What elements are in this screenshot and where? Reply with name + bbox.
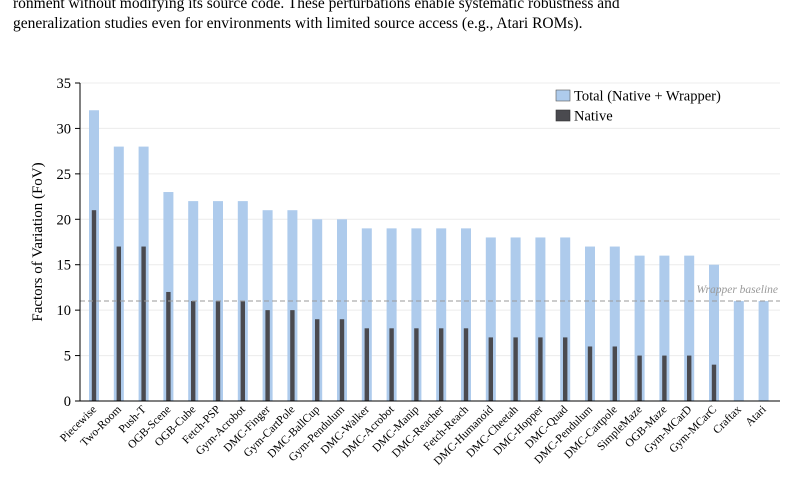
y-tick-label: 25: [57, 167, 72, 183]
bar-total: [609, 246, 620, 401]
bar-total: [287, 210, 298, 401]
bar-total: [585, 246, 595, 401]
y-tick-label: 5: [64, 349, 71, 365]
x-tick-labels: PiecewiseTwo-RoomPush-TOGB-SceneOGB-Cube…: [58, 403, 769, 468]
y-tick-labels: 0 5 10 15 20 25 30 35: [57, 76, 80, 410]
total-bars: [89, 110, 769, 401]
bar-total: [485, 237, 496, 401]
bar-native: [637, 355, 642, 401]
bar-native: [265, 310, 270, 401]
caption-line-1: ronment without modifying its source cod…: [13, 0, 620, 12]
x-tick-label: Atari: [744, 404, 769, 429]
bar-total: [709, 264, 719, 401]
bar-total: [386, 228, 397, 401]
legend-label-total: Total (Native + Wrapper): [574, 89, 721, 105]
bar-native: [414, 328, 419, 401]
bar-native: [91, 210, 97, 401]
y-tick-label: 35: [57, 76, 72, 92]
bar-total: [262, 210, 273, 401]
legend-swatch-total: [555, 89, 571, 102]
bar-native: [290, 310, 295, 401]
bar-native: [315, 319, 320, 401]
bar-native: [439, 328, 444, 401]
bar-total: [733, 301, 744, 401]
bar-native: [488, 337, 493, 401]
bar-total: [312, 219, 323, 401]
bar-total: [659, 255, 670, 401]
gridlines: [80, 82, 780, 357]
legend-label-native: Native: [574, 109, 613, 125]
bar-native: [513, 337, 518, 401]
bar-native: [538, 337, 543, 401]
y-tick-label: 30: [57, 121, 72, 137]
bar-total: [510, 237, 521, 401]
bar-native: [191, 301, 196, 401]
bar-native: [563, 337, 568, 401]
bar-total: [535, 237, 546, 401]
baseline: Wrapper baseline: [80, 284, 780, 302]
bar-total: [411, 228, 422, 401]
legend-swatch-native: [555, 109, 571, 122]
bar-native: [339, 319, 345, 401]
caption: ronment without modifying its source cod…: [13, 0, 793, 34]
bar-native: [463, 328, 469, 401]
bar-native: [662, 355, 667, 401]
x-tick-label: Craftax: [711, 403, 744, 436]
bar-total: [758, 301, 769, 401]
bar-total: [361, 228, 372, 401]
bar-native: [587, 346, 593, 401]
y-tick-label: 10: [57, 303, 72, 319]
bar-native: [215, 301, 221, 401]
bar-native: [141, 246, 146, 401]
bar-total: [684, 255, 695, 401]
bar-native: [389, 328, 394, 401]
bar-native: [612, 346, 617, 401]
caption-line-2: generalization studies even for environm…: [13, 15, 583, 32]
bar-total: [461, 228, 471, 401]
bar-native: [240, 301, 245, 401]
bar-total: [560, 237, 571, 401]
axes: [79, 83, 780, 402]
bar-total: [337, 219, 347, 401]
y-tick-label: 20: [57, 212, 72, 228]
y-axis-label: Factors of Variation (FoV): [30, 162, 46, 321]
bar-native: [116, 246, 121, 401]
baseline-label: Wrapper baseline: [697, 284, 778, 296]
legend: Total (Native + Wrapper) Native: [555, 89, 721, 125]
bar-native: [166, 291, 171, 401]
bar-total: [436, 228, 447, 401]
native-bars: [91, 210, 717, 401]
bar-native: [711, 364, 717, 401]
bar-total: [634, 255, 645, 401]
y-tick-label: 15: [57, 258, 72, 274]
bar-native: [364, 328, 369, 401]
y-tick-label: 0: [64, 394, 71, 410]
bar-native: [687, 355, 692, 401]
